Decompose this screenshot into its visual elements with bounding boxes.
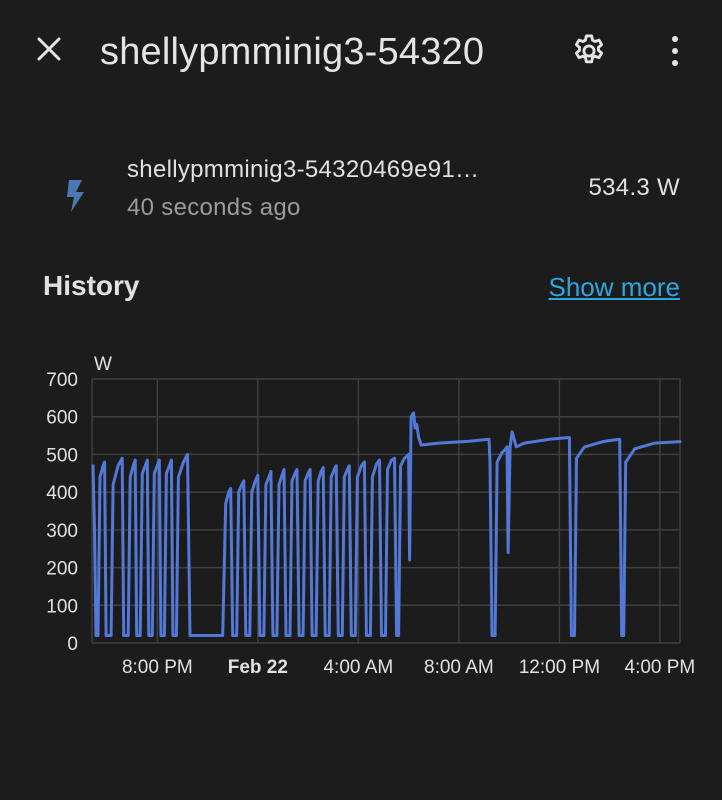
y-tick-label: 0 (67, 634, 78, 655)
x-tick-label: 12:00 PM (519, 657, 600, 678)
entity-state-value: 534.3 W (588, 174, 680, 201)
show-more-link[interactable]: Show more (548, 272, 681, 302)
power-series-line (91, 411, 682, 637)
entity-row[interactable]: shellypmminig3-54320469e91… 40 seconds a… (0, 140, 722, 240)
gear-icon (574, 34, 604, 64)
dialog-title: shellypmminig3-54320 (100, 31, 485, 73)
more-vertical-icon (672, 36, 678, 66)
history-chart[interactable]: W 0 100 200 300 400 500 600 700 8:00 PM Feb 22 4:… (0, 340, 722, 700)
close-button[interactable] (26, 26, 72, 72)
y-tick-label: 700 (46, 370, 78, 391)
y-tick-label: 100 (46, 596, 78, 617)
y-tick-label: 200 (46, 559, 78, 580)
x-tick-label: 8:00 PM (122, 657, 193, 678)
y-tick-label: 500 (46, 445, 78, 466)
y-axis-ticks: 0 100 200 300 400 500 600 700 (46, 370, 78, 655)
y-tick-label: 300 (46, 521, 78, 542)
entity-name: shellypmminig3-54320469e91… (127, 156, 480, 183)
x-axis-ticks: 8:00 PM Feb 22 4:00 AM 8:00 AM 12:00 PM 4:00 … (122, 657, 695, 678)
top-app-bar: shellypmminig3-54320 (0, 0, 722, 100)
x-tick-label: 4:00 AM (323, 657, 393, 678)
close-icon (37, 37, 61, 61)
y-axis-unit-label: W (94, 354, 112, 375)
history-heading: History (43, 270, 140, 301)
settings-button[interactable] (566, 28, 612, 74)
x-tick-label: 8:00 AM (424, 657, 494, 678)
more-options-button[interactable] (652, 28, 698, 74)
y-tick-label: 400 (46, 483, 78, 504)
x-tick-label: Feb 22 (228, 657, 288, 678)
entity-last-updated: 40 seconds ago (127, 194, 301, 221)
x-tick-label: 4:00 PM (625, 657, 696, 678)
flash-icon (67, 180, 84, 212)
y-tick-label: 600 (46, 408, 78, 429)
